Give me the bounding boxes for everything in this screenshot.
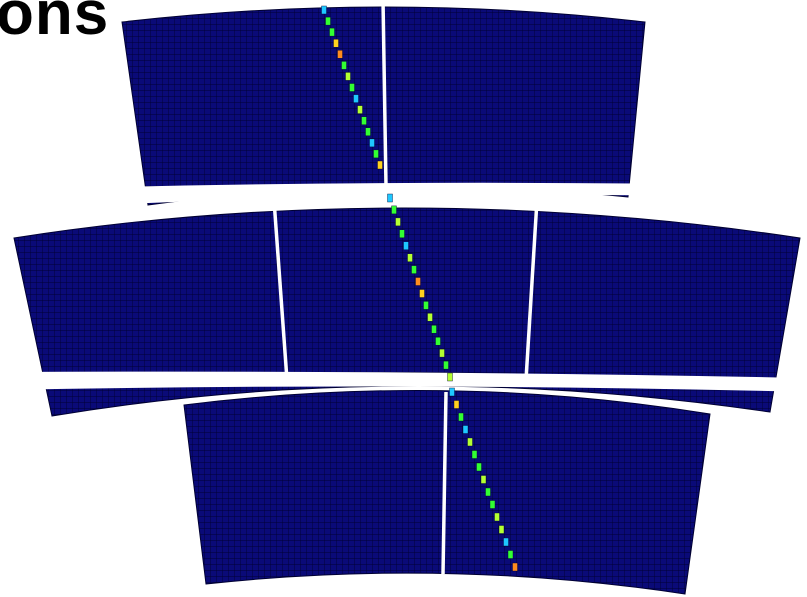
hit-cell-top bbox=[373, 149, 379, 159]
panel-middle bbox=[13, 207, 801, 417]
hit-cell-top bbox=[361, 116, 367, 125]
hit-cell-bottom bbox=[458, 412, 464, 422]
hit-cell-bottom bbox=[467, 437, 473, 447]
divider-middle-left bbox=[272, 199, 289, 381]
hit-cell-top bbox=[341, 61, 347, 70]
hit-cell-bottom bbox=[471, 450, 478, 459]
hit-cell-middle bbox=[439, 348, 445, 358]
hit-cell-top bbox=[357, 105, 363, 114]
hit-cell-middle bbox=[391, 205, 397, 215]
hit-cell-top bbox=[353, 94, 359, 103]
hit-cell-middle bbox=[411, 265, 417, 274]
hit-cell-middle bbox=[403, 241, 409, 250]
hit-cell-bottom bbox=[480, 475, 487, 484]
hit-cell-middle bbox=[387, 193, 393, 203]
hit-cell-bottom bbox=[494, 512, 500, 522]
hit-cell-middle bbox=[435, 337, 441, 346]
hit-cell-middle bbox=[407, 253, 413, 262]
hit-cell-middle bbox=[443, 360, 449, 370]
hit-cell-top bbox=[377, 160, 383, 170]
gap-band-upper bbox=[0, 182, 807, 210]
divider-bottom bbox=[441, 391, 448, 575]
hit-cell-bottom bbox=[498, 525, 505, 534]
hit-cell-middle bbox=[423, 301, 429, 310]
hit-cell-bottom bbox=[503, 537, 509, 547]
hit-cell-bottom bbox=[449, 387, 455, 397]
hit-cell-bottom bbox=[507, 550, 514, 559]
hit-cell-middle bbox=[399, 229, 405, 239]
hit-cell-bottom bbox=[489, 500, 496, 509]
hit-cell-top bbox=[333, 39, 339, 48]
hit-cell-middle bbox=[419, 289, 425, 298]
hit-cell-top bbox=[365, 127, 371, 137]
hit-cell-top bbox=[369, 138, 375, 148]
hit-cell-bottom bbox=[512, 562, 518, 572]
hit-cell-middle bbox=[415, 277, 421, 286]
panel-bottom bbox=[183, 390, 711, 595]
gap-band-lower bbox=[0, 371, 807, 392]
slide-title-fragment: ons bbox=[0, 0, 110, 48]
hit-cell-bottom bbox=[485, 487, 491, 497]
hit-cell-top bbox=[345, 72, 351, 81]
divider-top bbox=[381, 0, 388, 187]
hit-cell-top bbox=[337, 50, 343, 59]
hit-cell-top bbox=[321, 5, 327, 15]
hit-cell-top bbox=[329, 27, 335, 37]
hit-cell-bottom bbox=[476, 462, 482, 472]
hit-cell-top bbox=[349, 83, 355, 92]
hit-cell-middle bbox=[427, 313, 433, 322]
hit-cell-bottom bbox=[453, 400, 460, 409]
hit-cell-top bbox=[325, 16, 331, 26]
divider-middle-right bbox=[524, 199, 539, 381]
hit-cell-middle bbox=[395, 217, 401, 227]
hit-cell-middle bbox=[431, 325, 437, 334]
hit-cell-bottom bbox=[462, 425, 469, 434]
hit-cell-middle bbox=[447, 372, 453, 382]
